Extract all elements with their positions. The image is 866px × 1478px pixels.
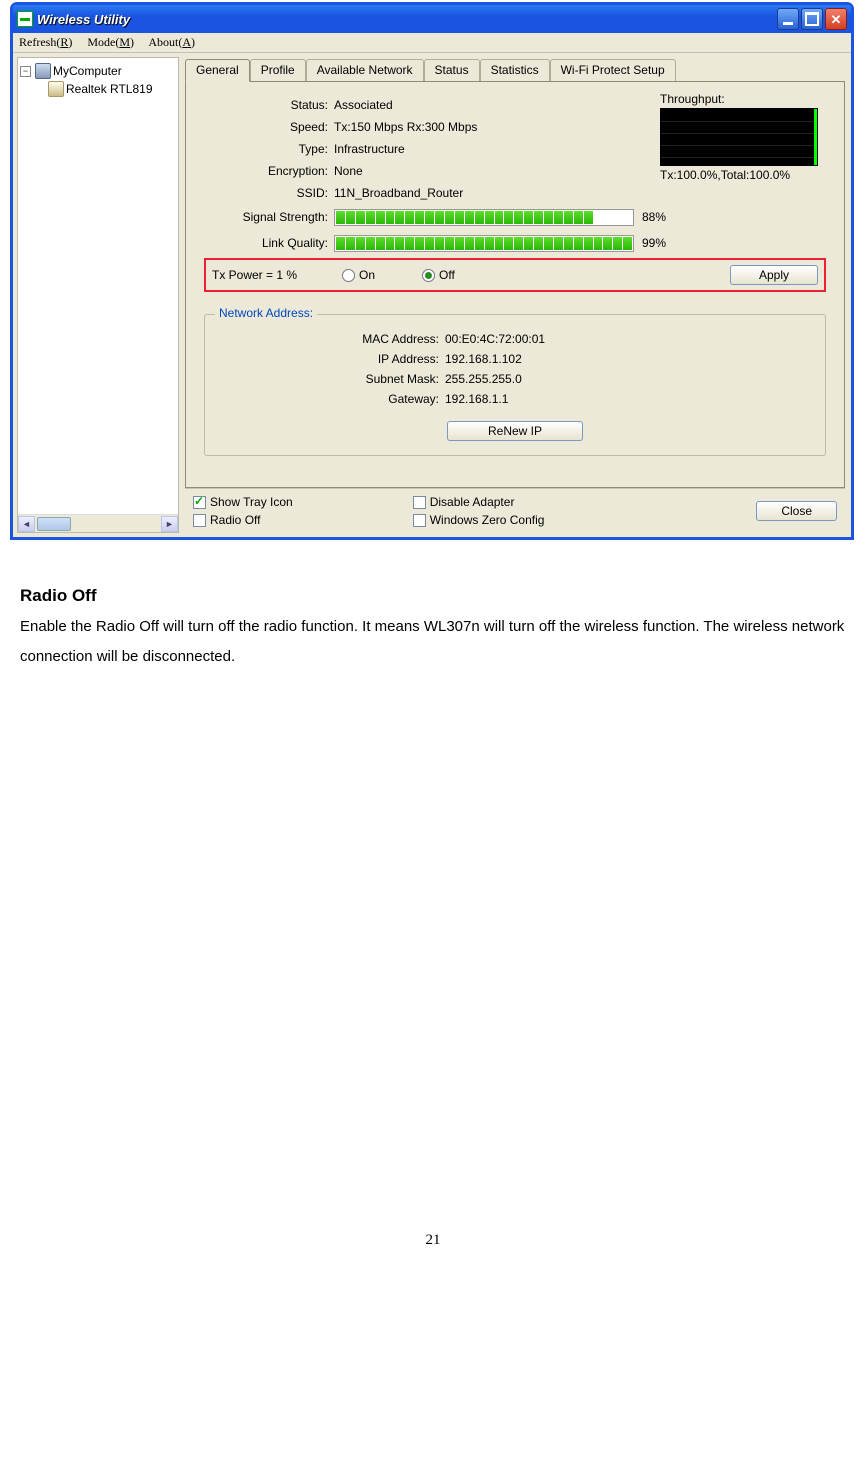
throughput-label: Throughput:	[660, 92, 820, 106]
menubar: Refresh(R) Mode(M) About(A)	[13, 33, 851, 52]
status-label: Status:	[204, 98, 334, 112]
signal-strength-pct: 88%	[642, 210, 666, 224]
network-address-legend: Network Address:	[215, 306, 317, 320]
subnet-label: Subnet Mask:	[215, 372, 445, 386]
section-heading: Radio Off	[20, 586, 846, 606]
tab-wps[interactable]: Wi-Fi Protect Setup	[550, 59, 676, 81]
link-quality-pct: 99%	[642, 236, 666, 250]
tab-body-general: Throughput: Tx:100.0%,Total:100.0% Statu…	[185, 81, 845, 488]
collapse-icon[interactable]: −	[20, 66, 31, 77]
tabstrip: General Profile Available Network Status…	[185, 59, 845, 81]
speed-label: Speed:	[204, 120, 334, 134]
scroll-right-button[interactable]: ►	[161, 516, 178, 532]
scroll-thumb[interactable]	[37, 517, 71, 531]
menu-refresh[interactable]: Refresh(R)	[19, 35, 72, 49]
type-label: Type:	[204, 142, 334, 156]
ip-label: IP Address:	[215, 352, 445, 366]
signal-strength-label: Signal Strength:	[204, 210, 334, 224]
minimize-button[interactable]	[777, 8, 799, 30]
throughput-panel: Throughput: Tx:100.0%,Total:100.0%	[660, 92, 820, 182]
tab-statistics[interactable]: Statistics	[480, 59, 550, 81]
mac-value: 00:E0:4C:72:00:01	[445, 332, 545, 346]
link-quality-label: Link Quality:	[204, 236, 334, 250]
throughput-graph	[660, 108, 818, 166]
mac-label: MAC Address:	[215, 332, 445, 346]
tab-general[interactable]: General	[185, 59, 250, 82]
tx-power-label: Tx Power = 1 %	[212, 268, 342, 282]
page-number: 21	[10, 1232, 856, 1269]
windows-zero-config-label: Windows Zero Config	[430, 513, 545, 527]
tx-power-off-radio[interactable]	[422, 269, 435, 282]
section-paragraph: Enable the Radio Off will turn off the r…	[20, 612, 846, 672]
subnet-value: 255.255.255.0	[445, 372, 522, 386]
ssid-label: SSID:	[204, 186, 334, 200]
bottom-bar: Show Tray Icon Radio Off Disable Adapter…	[185, 488, 845, 533]
window-title: Wireless Utility	[37, 12, 777, 27]
tx-power-off-label: Off	[439, 268, 455, 282]
menu-about[interactable]: About(A)	[148, 35, 195, 49]
menu-mode[interactable]: Mode(M)	[87, 35, 134, 49]
app-icon	[17, 11, 33, 27]
ip-value: 192.168.1.102	[445, 352, 522, 366]
tree-root[interactable]: − MyComputer	[20, 62, 176, 80]
tree-child[interactable]: Realtek RTL819	[20, 80, 176, 98]
device-tree: − MyComputer Realtek RTL819 ◄ ►	[17, 57, 179, 533]
radio-off-checkbox[interactable]	[193, 514, 206, 527]
maximize-button[interactable]	[801, 8, 823, 30]
titlebar[interactable]: Wireless Utility	[13, 5, 851, 33]
tx-power-on-radio[interactable]	[342, 269, 355, 282]
tab-available-network[interactable]: Available Network	[306, 59, 424, 81]
wireless-utility-window: Wireless Utility Refresh(R) Mode(M) Abou…	[10, 2, 854, 540]
radio-off-label: Radio Off	[210, 513, 260, 527]
ssid-value: 11N_Broadband_Router	[334, 186, 826, 200]
apply-button[interactable]: Apply	[730, 265, 818, 285]
network-address-group: Network Address: MAC Address:00:E0:4C:72…	[204, 314, 826, 456]
windows-zero-config-checkbox[interactable]	[413, 514, 426, 527]
adapter-icon	[48, 81, 64, 97]
disable-adapter-checkbox[interactable]	[413, 496, 426, 509]
tx-power-on-label: On	[359, 268, 375, 282]
tab-profile[interactable]: Profile	[250, 59, 306, 81]
tree-child-label: Realtek RTL819	[66, 82, 153, 96]
signal-strength-bar	[334, 209, 634, 226]
gateway-label: Gateway:	[215, 392, 445, 406]
disable-adapter-label: Disable Adapter	[430, 495, 515, 509]
close-window-button[interactable]	[825, 8, 847, 30]
throughput-stats: Tx:100.0%,Total:100.0%	[660, 168, 820, 182]
close-button[interactable]: Close	[756, 501, 837, 521]
link-quality-bar	[334, 235, 634, 252]
show-tray-icon-label: Show Tray Icon	[210, 495, 293, 509]
show-tray-icon-checkbox[interactable]	[193, 496, 206, 509]
renew-ip-button[interactable]: ReNew IP	[447, 421, 583, 441]
tree-root-label: MyComputer	[53, 64, 122, 78]
tree-scrollbar[interactable]: ◄ ►	[18, 514, 178, 532]
encryption-label: Encryption:	[204, 164, 334, 178]
document-body: Radio Off Enable the Radio Off will turn…	[10, 540, 856, 672]
tx-power-row: Tx Power = 1 % On Off Apply	[204, 258, 826, 292]
computer-icon	[35, 63, 51, 79]
tab-status[interactable]: Status	[424, 59, 480, 81]
gateway-value: 192.168.1.1	[445, 392, 508, 406]
scroll-left-button[interactable]: ◄	[18, 516, 35, 532]
